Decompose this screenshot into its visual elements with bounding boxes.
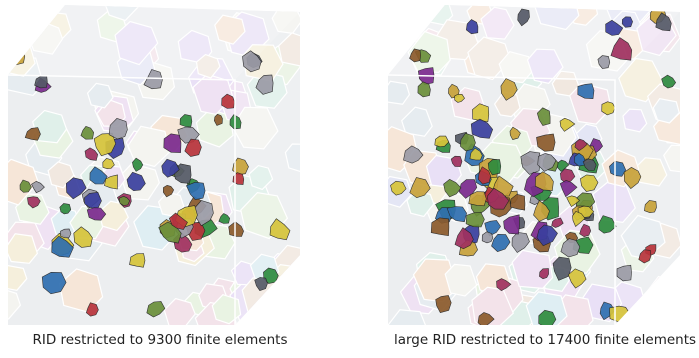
grain <box>664 292 679 308</box>
figure: RID restricted to 9300 finite elements l… <box>0 0 699 358</box>
background-grain <box>4 32 30 56</box>
grain <box>60 229 71 238</box>
grain <box>602 102 615 115</box>
grain <box>276 282 289 295</box>
grain <box>622 17 632 28</box>
background-grain <box>385 1 411 26</box>
cube <box>373 0 695 346</box>
background-grain <box>374 43 400 68</box>
panel <box>0 0 315 345</box>
background-grain <box>257 295 291 329</box>
caption: large RID restricted to 17400 finite ele… <box>394 332 696 348</box>
cube <box>0 0 315 345</box>
background-grain <box>384 81 410 104</box>
grain <box>466 212 484 227</box>
grain <box>10 49 24 65</box>
background-grain <box>0 0 23 17</box>
caption: RID restricted to 9300 finite elements <box>32 332 287 348</box>
panel <box>373 0 695 346</box>
grain <box>282 307 296 321</box>
background-grain <box>398 0 428 16</box>
